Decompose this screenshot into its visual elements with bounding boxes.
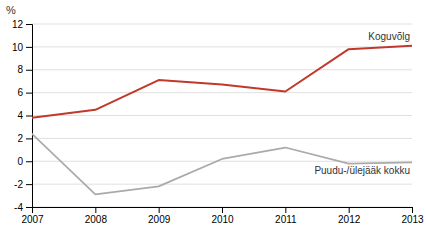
series-label: Koguvõlg	[368, 31, 410, 42]
tick-mark	[26, 24, 32, 25]
tick: 2011	[275, 207, 297, 225]
tick-mark	[412, 207, 413, 213]
series-label: Puudu-/ülejääk kokku	[314, 165, 410, 176]
series-line	[32, 46, 412, 118]
tick: 4	[17, 110, 32, 121]
tick-label: 2	[17, 133, 23, 144]
tick: 2008	[85, 207, 108, 225]
x-axis: 2007 2008 2009 2010 2011 2012 2013	[21, 207, 424, 225]
tick-label: 10	[12, 42, 24, 53]
tick: 2009	[148, 207, 171, 225]
y-axis: -4 -2 0 2 4 6 8 10 12	[12, 19, 33, 213]
tick-label: 2012	[338, 214, 361, 225]
tick-mark	[26, 116, 32, 117]
grid-line	[32, 138, 412, 139]
tick: 0	[17, 156, 32, 167]
tick-label: 0	[17, 156, 23, 167]
series-line	[32, 134, 412, 195]
grid-line	[32, 69, 412, 70]
tick-mark	[159, 207, 160, 213]
chart: 2007 2008 2009 2010 2011 2012 2013 -4 -2 0 2 4 6 8 10 1…	[0, 0, 426, 229]
series-labels: Koguvõlg Puudu-/ülejääk kokku	[314, 31, 410, 177]
tick-mark	[26, 138, 32, 139]
tick-label: 2011	[275, 214, 297, 225]
tick-mark	[26, 93, 32, 94]
tick-mark	[26, 207, 32, 208]
tick-label: 6	[17, 87, 23, 98]
tick-mark	[26, 161, 32, 162]
grid	[32, 24, 412, 207]
tick: -2	[14, 179, 32, 190]
tick-mark	[222, 207, 223, 213]
tick-label: 2010	[211, 214, 234, 225]
tick-label: -2	[14, 179, 23, 190]
tick: 12	[12, 19, 32, 30]
tick: 2010	[211, 207, 234, 225]
tick-mark	[349, 207, 350, 213]
grid-line	[32, 46, 412, 47]
tick-label: 12	[12, 19, 24, 30]
tick-label: 2008	[85, 214, 108, 225]
tick-mark	[26, 70, 32, 71]
axis-line	[26, 25, 33, 208]
tick-mark	[26, 184, 32, 185]
tick-label: 2009	[148, 214, 171, 225]
tick-label: 4	[17, 110, 23, 121]
tick: 8	[17, 64, 32, 75]
grid-line	[32, 24, 412, 25]
tick: 2	[17, 133, 32, 144]
grid-line	[32, 161, 412, 162]
tick: 2013	[401, 207, 424, 225]
tick: 6	[17, 87, 32, 98]
tick-label: 8	[17, 64, 23, 75]
plot: 2007 2008 2009 2010 2011 2012 2013 -4 -2 0 2 4 6 8 10 1…	[12, 19, 424, 225]
grid-line	[32, 184, 412, 185]
tick-label: 2007	[21, 214, 44, 225]
tick-mark	[26, 47, 32, 48]
tick: 2007	[21, 207, 44, 225]
tick: 2012	[338, 207, 361, 225]
tick-label: -4	[14, 202, 23, 213]
axis-line	[33, 208, 413, 214]
tick-mark	[285, 207, 286, 213]
grid-line	[32, 115, 412, 116]
tick: 10	[12, 42, 32, 53]
y-label: %	[6, 4, 16, 16]
grid-line	[32, 92, 412, 93]
tick-label: 2013	[401, 214, 424, 225]
tick: -4	[14, 202, 32, 213]
lines	[32, 46, 412, 195]
tick-mark	[95, 207, 96, 213]
